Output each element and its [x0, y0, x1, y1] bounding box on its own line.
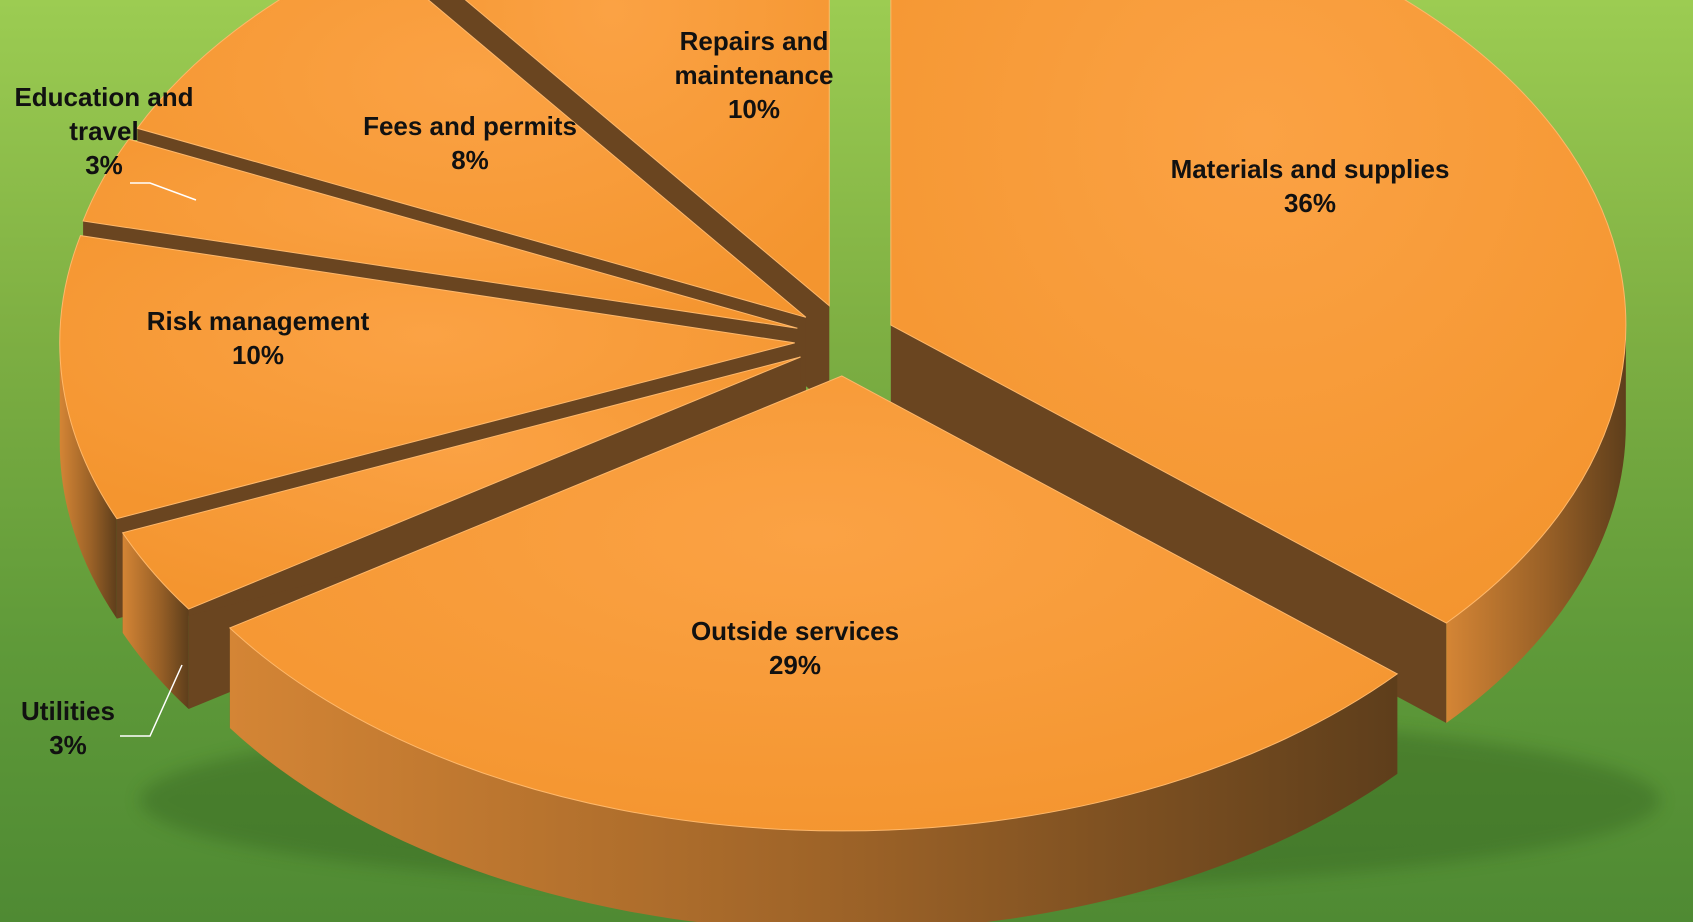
leader-line	[130, 182, 197, 201]
slice-label-percent: 29%	[769, 650, 821, 680]
slice-label: Materials and supplies 36%	[1171, 154, 1450, 218]
slice-top	[82, 138, 798, 329]
slice-label: Education and travel 3%	[14, 82, 193, 180]
slice-label-name: Materials and supplies	[1171, 154, 1450, 184]
slice-top	[228, 375, 1399, 832]
slice-label-name: Utilities	[21, 696, 115, 726]
slice-top	[59, 235, 795, 520]
slice-label: Repairs and maintenance 10%	[675, 26, 834, 124]
slice-label-percent: 10%	[232, 340, 284, 370]
slice-label-percent: 10%	[728, 94, 780, 124]
slice-label-name: Risk management	[147, 306, 370, 336]
slice-label: Outside services 29%	[691, 616, 899, 680]
leader-line	[120, 664, 183, 737]
slice-label: Utilities 3%	[21, 696, 115, 760]
pie-slice-materials-and-supplies	[890, 0, 1627, 724]
slice-top	[136, 0, 807, 318]
slice-label-name: Repairs and	[680, 26, 829, 56]
slice-side	[1446, 325, 1626, 724]
slice-side	[229, 627, 1398, 922]
slice-label-percent: 36%	[1284, 188, 1336, 218]
slice-label-name: travel	[69, 116, 138, 146]
slice-side	[59, 342, 117, 619]
slice-top	[890, 0, 1627, 624]
slice-label-percent: 3%	[49, 730, 87, 760]
slice-label: Fees and permits 8%	[363, 111, 577, 175]
slice-label: Risk management 10%	[147, 306, 370, 370]
slice-side	[122, 532, 189, 710]
slice-label-percent: 8%	[451, 145, 489, 175]
slice-label-name: Fees and permits	[363, 111, 577, 141]
slice-label-name: maintenance	[675, 60, 834, 90]
slice-label-name: Education and	[14, 82, 193, 112]
slice-label-percent: 3%	[85, 150, 123, 180]
slice-label-name: Outside services	[691, 616, 899, 646]
slice-wall	[890, 325, 1447, 724]
pie-slice-outside-services	[228, 375, 1399, 922]
slice-top	[464, 0, 830, 307]
slice-top	[121, 356, 801, 610]
